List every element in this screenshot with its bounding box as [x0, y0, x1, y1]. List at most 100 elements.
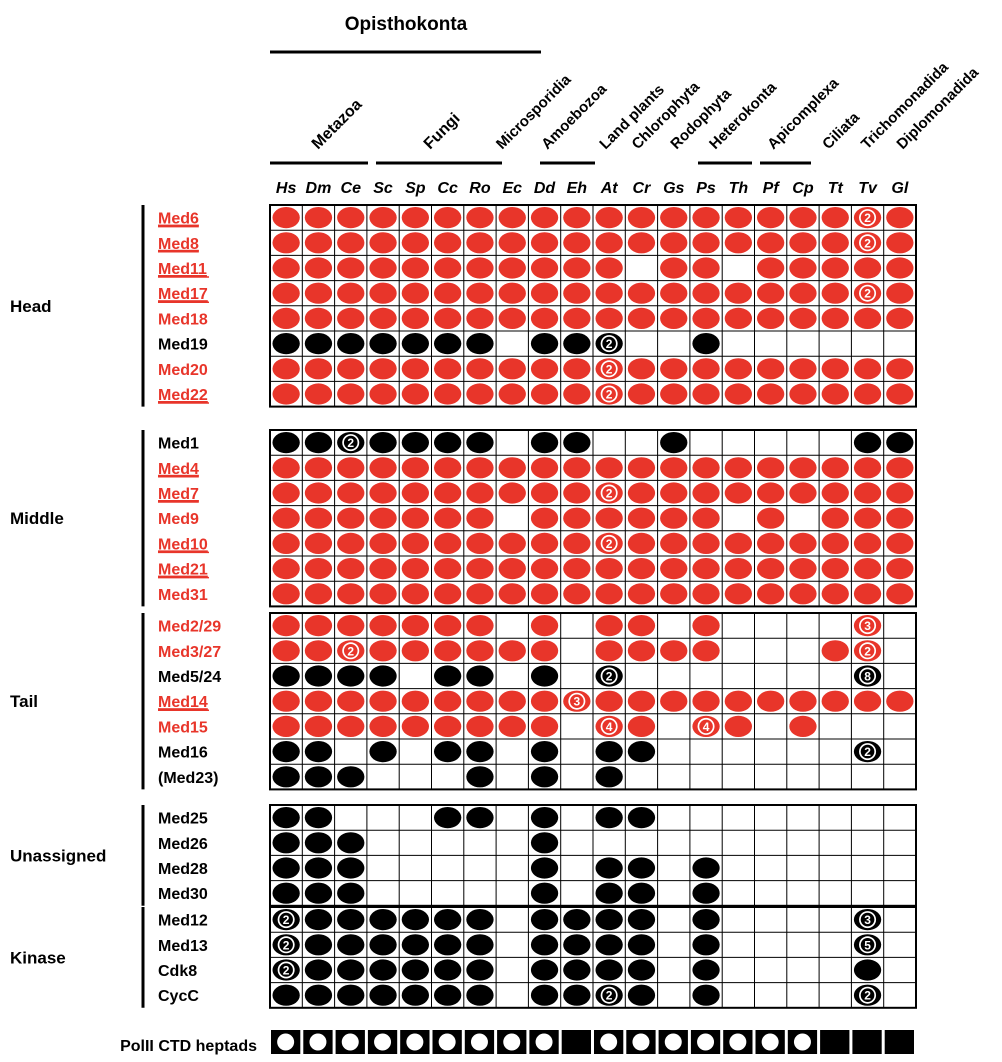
dot-med10-hs: [272, 532, 300, 555]
dot-med17-cr: [627, 282, 656, 304]
dot-med3-27-at: [595, 640, 623, 662]
row-label-med23: (Med23): [158, 770, 218, 787]
module-label-head: Head: [10, 297, 52, 316]
dot-med9-gs: [660, 507, 688, 529]
dot-med4-gl: [886, 457, 914, 479]
paralog-inner: [860, 988, 875, 1002]
dot-med25-dd: [530, 807, 559, 829]
ctd-heptad-marker: [793, 1033, 811, 1051]
dot-med9-ps: [692, 507, 720, 529]
dot-med17-gs: [660, 282, 688, 304]
dot-med20-ps: [692, 358, 720, 380]
dot-med7-cp: [789, 482, 817, 504]
dot-med10-gs: [660, 532, 688, 555]
row-label-med17: Med17: [158, 286, 208, 303]
species-label-cr: Cr: [633, 180, 652, 197]
dot-med14-tt: [821, 690, 849, 712]
dot-med22-cr: [627, 383, 656, 405]
dot-med11-sp: [401, 257, 429, 279]
dot-med4-gs: [660, 457, 688, 479]
dot-med17-ps: [692, 282, 720, 304]
dot-med5-24-dd: [530, 665, 559, 687]
group-label-metazoa: Metazoa: [309, 96, 366, 153]
ctd-cell-tt: [820, 1030, 850, 1054]
dot-med13-eh: [563, 934, 591, 956]
ctd-heptad-marker: [341, 1033, 359, 1051]
dot-med6-hs: [272, 207, 300, 229]
dot-med8-th: [724, 232, 752, 254]
dot-med30-dd: [530, 882, 559, 904]
dot-med14-ec: [498, 690, 526, 712]
dot-med11-dm: [304, 257, 333, 279]
dot-med31-hs: [272, 583, 300, 605]
dot-med18-tt: [821, 307, 849, 329]
species-header: Hs Dm Ce Sc Sp Cc Ro Ec Dd Eh At Cr Gs Ps Th Pf Cp Tt Tv Gl: [276, 180, 909, 197]
paralog-inner: [602, 669, 616, 683]
dot-med22-dd: [530, 383, 559, 405]
dot-med10-dd: [530, 532, 559, 555]
dot-cdk8-sp: [401, 959, 429, 981]
dot-med4-tv: [853, 457, 882, 479]
dot-med21-cp: [789, 558, 817, 580]
dot-med9-eh: [563, 507, 591, 529]
dot-med14-ro: [466, 690, 494, 712]
dot-med13-at: [595, 934, 623, 956]
row-label-med9: Med9: [158, 511, 199, 528]
ctd-cell-tv: [852, 1030, 882, 1054]
ctd-heptad-marker: [277, 1033, 295, 1051]
module-label-unassigned: Unassigned: [10, 846, 106, 865]
dot-med22-ro: [466, 383, 494, 405]
dot-med15-sc: [369, 715, 397, 738]
dot-med31-cp: [789, 583, 817, 605]
dot-med17-ec: [498, 282, 526, 304]
dot-med17-sc: [369, 282, 397, 304]
group-label-opisthokonta: Opisthokonta: [345, 14, 468, 35]
dot-med22-gs: [660, 383, 688, 405]
dot-med13-ps: [692, 934, 720, 956]
row-label-med8: Med8: [158, 236, 199, 253]
dot-med11-cp: [789, 257, 817, 279]
dot-med4-tt: [821, 457, 849, 479]
dot-med21-cr: [627, 558, 656, 580]
dot-med3-27-dd: [530, 640, 559, 662]
dot-cdk8-ro: [466, 959, 494, 981]
dot-med6-sc: [369, 207, 397, 229]
dot-med1-tv: [853, 432, 882, 454]
dot-cdk8-dd: [530, 959, 559, 981]
paralog-inner: [860, 744, 875, 759]
species-label-hs: Hs: [276, 180, 297, 197]
dot-med13-sp: [401, 934, 429, 956]
module-kinase: Kinase Med12 2 3 Med13 2 5 Cdk8 2 CycC 2 2: [10, 906, 917, 1009]
dot-med8-hs: [272, 232, 300, 254]
dot-med22-hs: [272, 383, 300, 405]
paralog-count: 4: [606, 720, 613, 734]
dot-med11-pf: [757, 257, 785, 279]
dot-med17-eh: [563, 282, 591, 304]
paralog-inner: [279, 912, 293, 927]
dot-med25-cr: [627, 807, 656, 829]
dot-med23-dd: [530, 766, 559, 788]
dot-med4-cc: [434, 457, 462, 479]
dot-med7-ro: [466, 482, 494, 504]
dot-med18-ps: [692, 307, 720, 329]
species-label-cp: Cp: [792, 180, 814, 197]
dot-med17-th: [724, 282, 752, 304]
dot-med10-gl: [886, 532, 914, 555]
species-label-gs: Gs: [663, 180, 684, 197]
dot-med14-sc: [369, 690, 397, 712]
species-label-dm: Dm: [306, 180, 332, 197]
ctd-heptad-marker: [600, 1033, 618, 1051]
row-label-med26: Med26: [158, 836, 208, 853]
dot-med4-cp: [789, 457, 817, 479]
dot-med21-ce: [337, 558, 365, 580]
paralog-count: 3: [574, 695, 581, 709]
dot-med15-th: [724, 715, 752, 738]
paralog-inner: [699, 719, 713, 734]
row-label-med25: Med25: [158, 811, 208, 828]
dot-med9-sp: [401, 507, 429, 529]
dot-med7-tv: [853, 482, 882, 504]
dot-med20-ce: [337, 358, 365, 380]
dot-med15-dd: [530, 715, 559, 738]
dot-med7-cr: [627, 482, 656, 504]
paralog-count: 2: [606, 388, 613, 402]
